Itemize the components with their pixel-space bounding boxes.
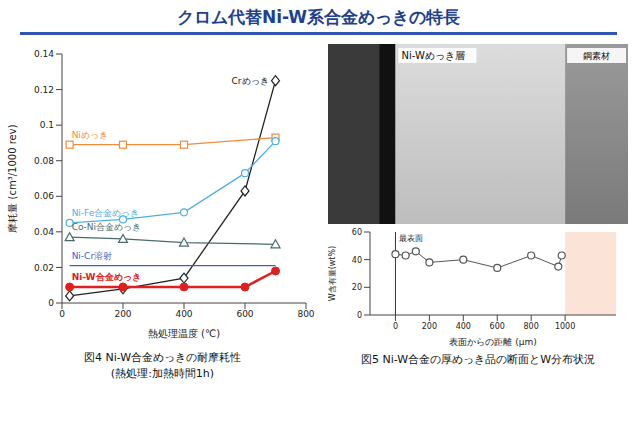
- html-text:図4 Ni-W合金めっきの耐摩耗性: 図4 Ni-W合金めっきの耐摩耗性: [83, 351, 242, 364]
- svg-text:800: 800: [524, 322, 539, 331]
- svg-text:600: 600: [490, 322, 505, 331]
- html-text:クロム代替Ni-W系合金めっきの特長: クロム代替Ni-W系合金めっきの特長: [176, 7, 460, 27]
- svg-text:Ni-W合金めっき: Ni-W合金めっき: [72, 272, 141, 282]
- svg-text:0.04: 0.04: [34, 227, 54, 237]
- svg-text:鋼素材: 鋼素材: [583, 51, 610, 61]
- svg-text:0.12: 0.12: [34, 85, 54, 95]
- svg-text:600: 600: [236, 309, 253, 319]
- svg-text:最表面: 最表面: [399, 234, 423, 243]
- svg-text:0: 0: [59, 309, 65, 319]
- html-text:図5 Ni-W合金の厚めっき品の断面とW分布状況: 図5 Ni-W合金の厚めっき品の断面とW分布状況: [361, 353, 595, 366]
- svg-text:0.06: 0.06: [34, 191, 54, 201]
- html-text:(熱処理:加熱時間1h): (熱処理:加熱時間1h): [110, 367, 215, 380]
- svg-text:Ni-Fe合金めっき: Ni-Fe合金めっき: [72, 208, 140, 218]
- svg-text:200: 200: [114, 309, 131, 319]
- svg-text:60: 60: [352, 228, 362, 237]
- svg-text:Co-Ni合金めっき: Co-Ni合金めっき: [72, 222, 141, 232]
- svg-text:0.1: 0.1: [40, 120, 54, 130]
- svg-text:0.08: 0.08: [34, 156, 54, 166]
- svg-text:Niめっき: Niめっき: [72, 130, 108, 140]
- svg-text:Ni-Cr溶射: Ni-Cr溶射: [72, 251, 112, 261]
- svg-text:熱処理温度 (℃): 熱処理温度 (℃): [148, 328, 220, 339]
- svg-text:400: 400: [175, 309, 192, 319]
- svg-text:Crめっき: Crめっき: [232, 76, 269, 86]
- svg-text:200: 200: [422, 322, 437, 331]
- svg-text:0: 0: [393, 322, 398, 331]
- svg-text:400: 400: [456, 322, 471, 331]
- svg-text:Ni-Wめっき層: Ni-Wめっき層: [401, 50, 464, 61]
- svg-text:0.02: 0.02: [34, 263, 54, 273]
- svg-text:40: 40: [352, 256, 362, 265]
- svg-text:0: 0: [357, 311, 362, 320]
- svg-text:表面からの距離 (μm): 表面からの距離 (μm): [449, 337, 536, 347]
- svg-text:0.14: 0.14: [34, 49, 54, 59]
- svg-text:1000: 1000: [555, 322, 575, 331]
- svg-text:0: 0: [48, 298, 54, 308]
- svg-text:800: 800: [297, 309, 314, 319]
- svg-text:W含有量(wt%): W含有量(wt%): [328, 246, 337, 301]
- svg-text:20: 20: [352, 283, 362, 292]
- svg-text:摩耗量 (cm³/1000 rev): 摩耗量 (cm³/1000 rev): [7, 124, 18, 232]
